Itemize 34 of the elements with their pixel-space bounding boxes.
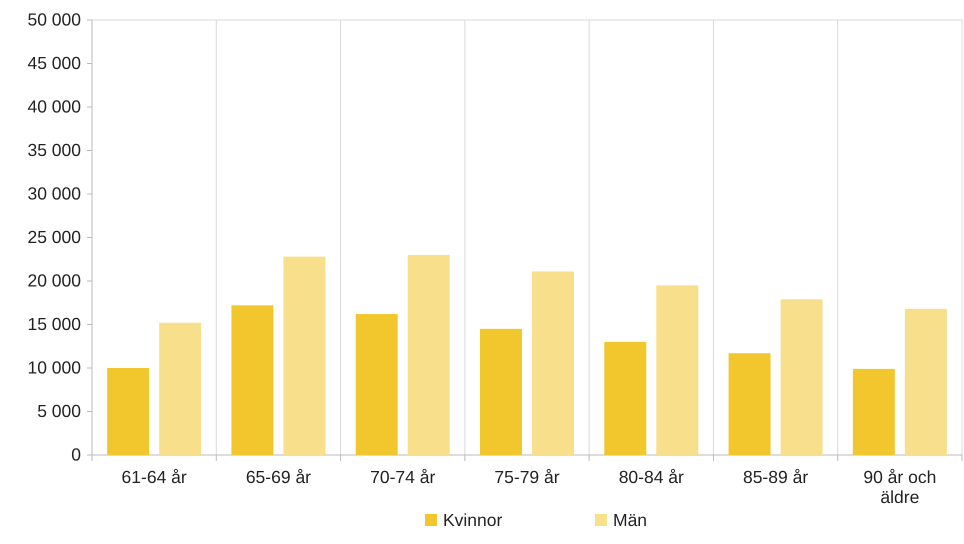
y-tick-label: 10 000 [27,358,82,378]
y-tick-label: 5 000 [37,401,82,422]
x-tick-label: 90 år och äldre [863,467,936,507]
x-tick-label: 65-69 år [246,467,312,487]
y-tick-label: 35 000 [27,140,82,160]
x-tick-label: 70-74 år [370,467,436,487]
y-tick-label: 45 000 [27,53,82,74]
bar [231,305,274,455]
bar [656,285,698,455]
x-tick-label: 75-79 år [494,467,560,487]
bar [728,353,771,455]
y-tick-label: 0 [71,444,82,465]
bar [159,322,202,455]
bar [356,314,398,455]
y-tick-label: 30 000 [27,184,82,204]
x-tick-label: 80-84 år [618,467,684,487]
bar [532,271,574,455]
bar [904,308,947,455]
y-tick-label: 15 000 [27,314,82,334]
y-tick-label: 40 000 [27,96,82,117]
x-tick-label: 61-64 år [122,467,187,487]
bar [408,254,450,455]
bar [852,368,895,455]
bar [604,342,646,455]
y-tick-label: 25 000 [27,227,82,248]
legend-label: Kvinnor [443,510,503,530]
bar [107,368,150,455]
bar [283,256,326,455]
bar [780,299,823,455]
x-tick-label: 85-89 år [742,467,808,487]
bar [480,328,522,455]
legend-label: Män [613,510,648,530]
y-tick-label: 20 000 [27,270,82,291]
y-tick-label: 50 000 [27,10,82,30]
